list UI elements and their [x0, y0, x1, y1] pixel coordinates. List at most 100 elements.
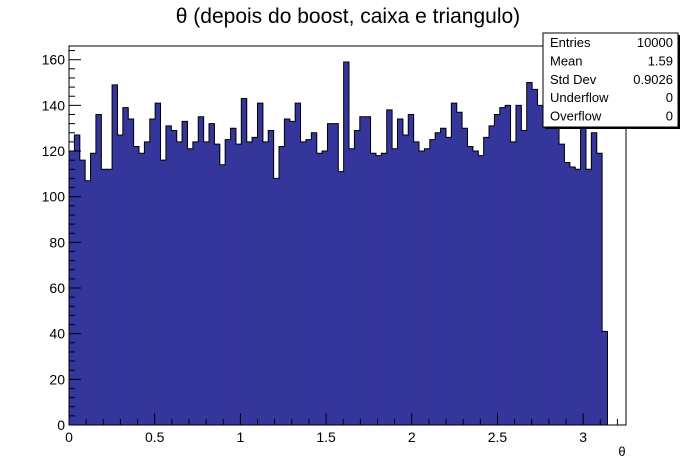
stats-value: 0.9026	[633, 72, 673, 87]
histogram-bar	[602, 331, 608, 425]
histogram-bar	[489, 125, 495, 425]
histogram-bar	[580, 109, 587, 426]
y-tick-label: 20	[49, 371, 65, 387]
x-tick-label: 0	[65, 429, 73, 445]
histogram-bar	[456, 112, 463, 425]
histogram-bar	[402, 135, 409, 425]
histogram-bar	[246, 141, 253, 425]
histogram-bar	[214, 144, 221, 426]
y-tick-label: 0	[57, 417, 65, 433]
histogram-bar	[569, 167, 576, 425]
histogram-bar	[165, 125, 172, 425]
histogram-bar	[187, 148, 194, 425]
histogram-bar	[198, 116, 205, 426]
histogram-bar	[182, 121, 188, 425]
histogram-bar	[128, 119, 135, 425]
histogram-bar	[230, 128, 237, 426]
y-tick-label: 100	[42, 189, 66, 205]
histogram-bar	[273, 178, 280, 425]
histogram-bars	[68, 61, 608, 426]
histogram-bar	[257, 103, 264, 426]
histogram-bar	[219, 164, 226, 425]
stats-label: Underflow	[550, 90, 609, 105]
y-tick-label: 40	[49, 326, 65, 342]
histogram-bar	[521, 130, 528, 426]
histogram-bar	[483, 137, 490, 425]
histogram-bar	[499, 107, 506, 425]
stats-box: Entries 10000 Mean 1.59 Std Dev 0.9026 Underfl…	[542, 32, 680, 129]
histogram-bar	[553, 128, 560, 426]
histogram-bar	[122, 107, 129, 425]
y-tick-label: 120	[42, 143, 66, 159]
histogram-bar	[354, 130, 361, 426]
stats-label: Overflow	[550, 109, 602, 124]
histogram-bar	[429, 139, 436, 425]
histogram-bar	[112, 84, 118, 425]
histogram-bar	[332, 123, 339, 426]
histogram-bar	[494, 114, 501, 426]
histogram-bar	[289, 121, 296, 425]
histogram-bar	[144, 141, 151, 425]
histogram-bar	[413, 141, 420, 425]
histogram-bar	[359, 116, 366, 426]
histogram-outline	[68, 61, 608, 425]
stats-value: 0	[666, 109, 673, 124]
stats-label: Mean	[550, 53, 583, 68]
histogram-bar	[327, 123, 334, 426]
x-axis-title: θ	[618, 444, 625, 459]
histogram-bar	[316, 153, 323, 425]
histogram-bar	[564, 162, 571, 425]
histogram-bar	[252, 137, 258, 425]
histogram-bar	[467, 146, 474, 425]
x-tick-label: 2	[408, 429, 416, 445]
stats-value: 0	[666, 90, 673, 105]
histogram-bar	[478, 155, 485, 425]
histogram-bar	[74, 135, 81, 425]
histogram-bar	[542, 107, 549, 425]
histogram-bar	[139, 153, 145, 425]
histogram-bar	[548, 91, 555, 425]
histogram-bar	[381, 153, 388, 425]
stats-label: Std Dev	[550, 72, 597, 87]
histogram-bar	[300, 141, 307, 425]
histogram-bar	[305, 139, 312, 425]
histogram-bar	[338, 171, 345, 425]
histogram-bar	[203, 141, 210, 425]
histogram-bar	[349, 148, 355, 425]
histogram-bar	[176, 141, 183, 425]
histogram-bar	[209, 123, 215, 426]
chart-title: θ (depois do boost, caixa e triangulo)	[176, 5, 520, 28]
stats-value: 1.59	[648, 53, 673, 68]
y-tick-label: 140	[42, 97, 66, 113]
histogram-bar	[445, 137, 452, 425]
histogram-bar	[532, 89, 538, 425]
histogram-bar	[559, 144, 565, 426]
histogram-bar	[79, 160, 86, 426]
histogram-bar	[419, 151, 425, 425]
histogram-bar	[155, 103, 161, 426]
histogram-bar	[537, 105, 544, 425]
x-tick-label: 1.5	[316, 429, 336, 445]
histogram-bar	[268, 130, 275, 426]
histogram-bar	[322, 151, 328, 425]
x-tick-label: 2.5	[488, 429, 508, 445]
histogram-bar	[397, 119, 404, 425]
axes: 0 0.5 1 1.5 2 2.5 3 0 20 40 60 80 100 120 140 160	[42, 46, 626, 445]
histogram-bar	[505, 105, 511, 425]
histogram-bar	[365, 116, 371, 426]
histogram-bar	[85, 180, 91, 425]
histogram-bar	[241, 98, 248, 425]
histogram-bar	[160, 160, 167, 426]
histogram-bar	[262, 141, 269, 425]
x-tick-label: 3	[579, 429, 587, 445]
histogram-bar	[392, 148, 398, 425]
x-tick-label: 0.5	[145, 429, 165, 445]
histogram-bar	[386, 109, 393, 426]
histogram-bar	[585, 169, 592, 425]
histogram-bar	[235, 144, 242, 426]
histogram-bar	[375, 155, 382, 425]
histogram-bar	[596, 153, 603, 425]
stats-box-frame	[542, 32, 679, 128]
histogram-bar	[90, 153, 97, 425]
